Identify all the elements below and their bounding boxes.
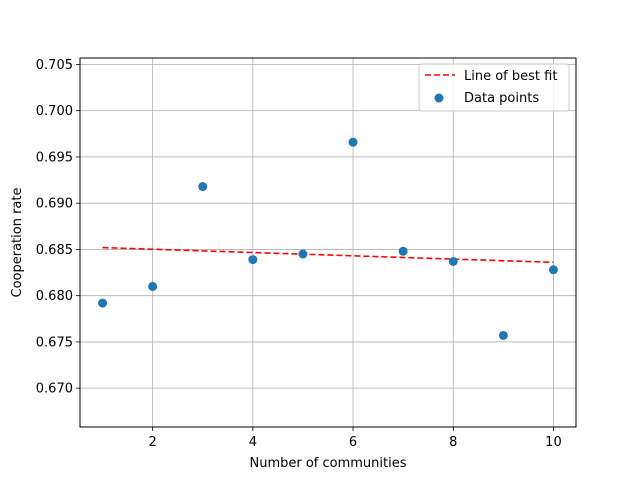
best-fit-line bbox=[102, 246, 554, 264]
x-tick-label: 8 bbox=[449, 435, 457, 450]
data-point bbox=[448, 256, 458, 266]
x-axis-label: Number of communities bbox=[249, 456, 406, 471]
y-tick-label: 0.700 bbox=[36, 104, 73, 119]
x-tick-label: 10 bbox=[545, 435, 562, 450]
y-tick-label: 0.675 bbox=[36, 335, 73, 350]
data-point bbox=[498, 330, 508, 340]
data-point bbox=[348, 137, 358, 147]
y-tick-label: 0.685 bbox=[36, 243, 73, 258]
grid bbox=[80, 58, 576, 427]
legend-line-label: Line of best fit bbox=[464, 69, 557, 84]
plot-frame bbox=[79, 57, 577, 428]
y-tick-label: 0.705 bbox=[36, 58, 73, 73]
y-axis-label: Cooperation rate bbox=[10, 188, 25, 298]
legend-box bbox=[418, 63, 570, 112]
data-point bbox=[98, 298, 108, 308]
y-tick-label: 0.670 bbox=[36, 382, 73, 397]
legend-point-marker bbox=[434, 93, 444, 103]
data-point bbox=[148, 281, 158, 291]
y-tick-label: 0.690 bbox=[36, 197, 73, 212]
data-point bbox=[548, 265, 558, 275]
data-point bbox=[298, 249, 308, 259]
axes: 2 4 6 8 10 0.670 0.675 0.680 0.685 0.690 0.695 0.70… bbox=[36, 58, 562, 450]
data-point bbox=[198, 182, 208, 192]
y-tick-label: 0.695 bbox=[36, 150, 73, 165]
legend: Line of best fit Data points bbox=[418, 63, 570, 112]
x-tick-label: 2 bbox=[149, 435, 157, 450]
data-point bbox=[398, 246, 408, 256]
y-tick-label: 0.680 bbox=[36, 289, 73, 304]
x-tick-label: 6 bbox=[349, 435, 357, 450]
x-tick-label: 4 bbox=[249, 435, 257, 450]
plot-series bbox=[98, 137, 558, 340]
data-point bbox=[248, 255, 258, 265]
legend-point-label: Data points bbox=[464, 91, 539, 106]
